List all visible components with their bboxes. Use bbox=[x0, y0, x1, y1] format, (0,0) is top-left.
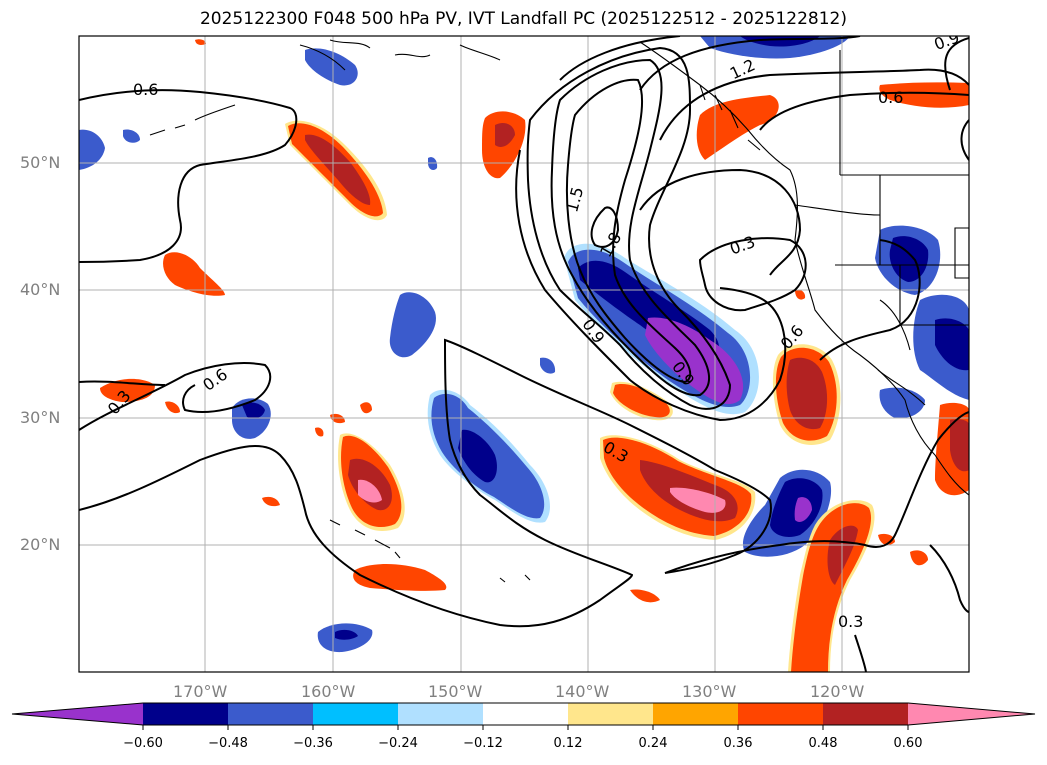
map-title: 2025122300 F048 500 hPa PV, IVT Landfall… bbox=[199, 9, 847, 29]
colorbar-tick-label: 0.48 bbox=[808, 736, 838, 751]
lon-label: 170°W bbox=[173, 682, 228, 701]
colorbar-tick-label: −0.12 bbox=[463, 736, 503, 751]
lon-label: 130°W bbox=[682, 682, 737, 701]
colorbar-segment bbox=[228, 703, 313, 725]
gridlines bbox=[79, 36, 969, 672]
colorbar-tick-label: 0.24 bbox=[638, 736, 668, 751]
contour-label: 0.3 bbox=[838, 612, 863, 631]
lon-label: 120°W bbox=[810, 682, 865, 701]
colorbar-segment bbox=[398, 703, 483, 725]
coastlines bbox=[149, 39, 969, 583]
colorbar-segment bbox=[313, 703, 398, 725]
colorbar-tick-label: −0.24 bbox=[378, 736, 418, 751]
colorbar-tick-label: −0.60 bbox=[123, 736, 163, 751]
colorbar bbox=[11, 702, 1036, 730]
colorbar-segment bbox=[143, 703, 228, 725]
contour-label: 0.6 bbox=[133, 80, 158, 99]
pv-contours bbox=[79, 36, 969, 672]
lat-label: 20°N bbox=[20, 535, 61, 554]
colorbar-segment bbox=[653, 703, 738, 725]
colorbar-tick-label: 0.12 bbox=[553, 736, 583, 751]
colorbar-tick-label: 0.36 bbox=[723, 736, 753, 751]
lat-label: 30°N bbox=[20, 408, 61, 427]
lat-label: 40°N bbox=[20, 280, 61, 299]
colorbar-segment bbox=[568, 703, 653, 725]
colorbar-segment bbox=[823, 703, 908, 725]
colorbar-segment bbox=[738, 703, 823, 725]
map-frame bbox=[78, 35, 970, 673]
contour-label: 0.6 bbox=[878, 88, 903, 107]
lon-label: 150°W bbox=[428, 682, 483, 701]
colorbar-tick-label: 0.60 bbox=[893, 736, 923, 751]
lon-label: 140°W bbox=[555, 682, 610, 701]
colorbar-tick-label: −0.48 bbox=[208, 736, 248, 751]
lat-label: 50°N bbox=[20, 153, 61, 172]
colorbar-segment bbox=[483, 703, 568, 725]
colorbar-extend-low bbox=[12, 703, 143, 725]
colorbar-extend-high bbox=[908, 703, 1035, 725]
colorbar-tick-label: −0.36 bbox=[293, 736, 333, 751]
lon-label: 160°W bbox=[301, 682, 356, 701]
